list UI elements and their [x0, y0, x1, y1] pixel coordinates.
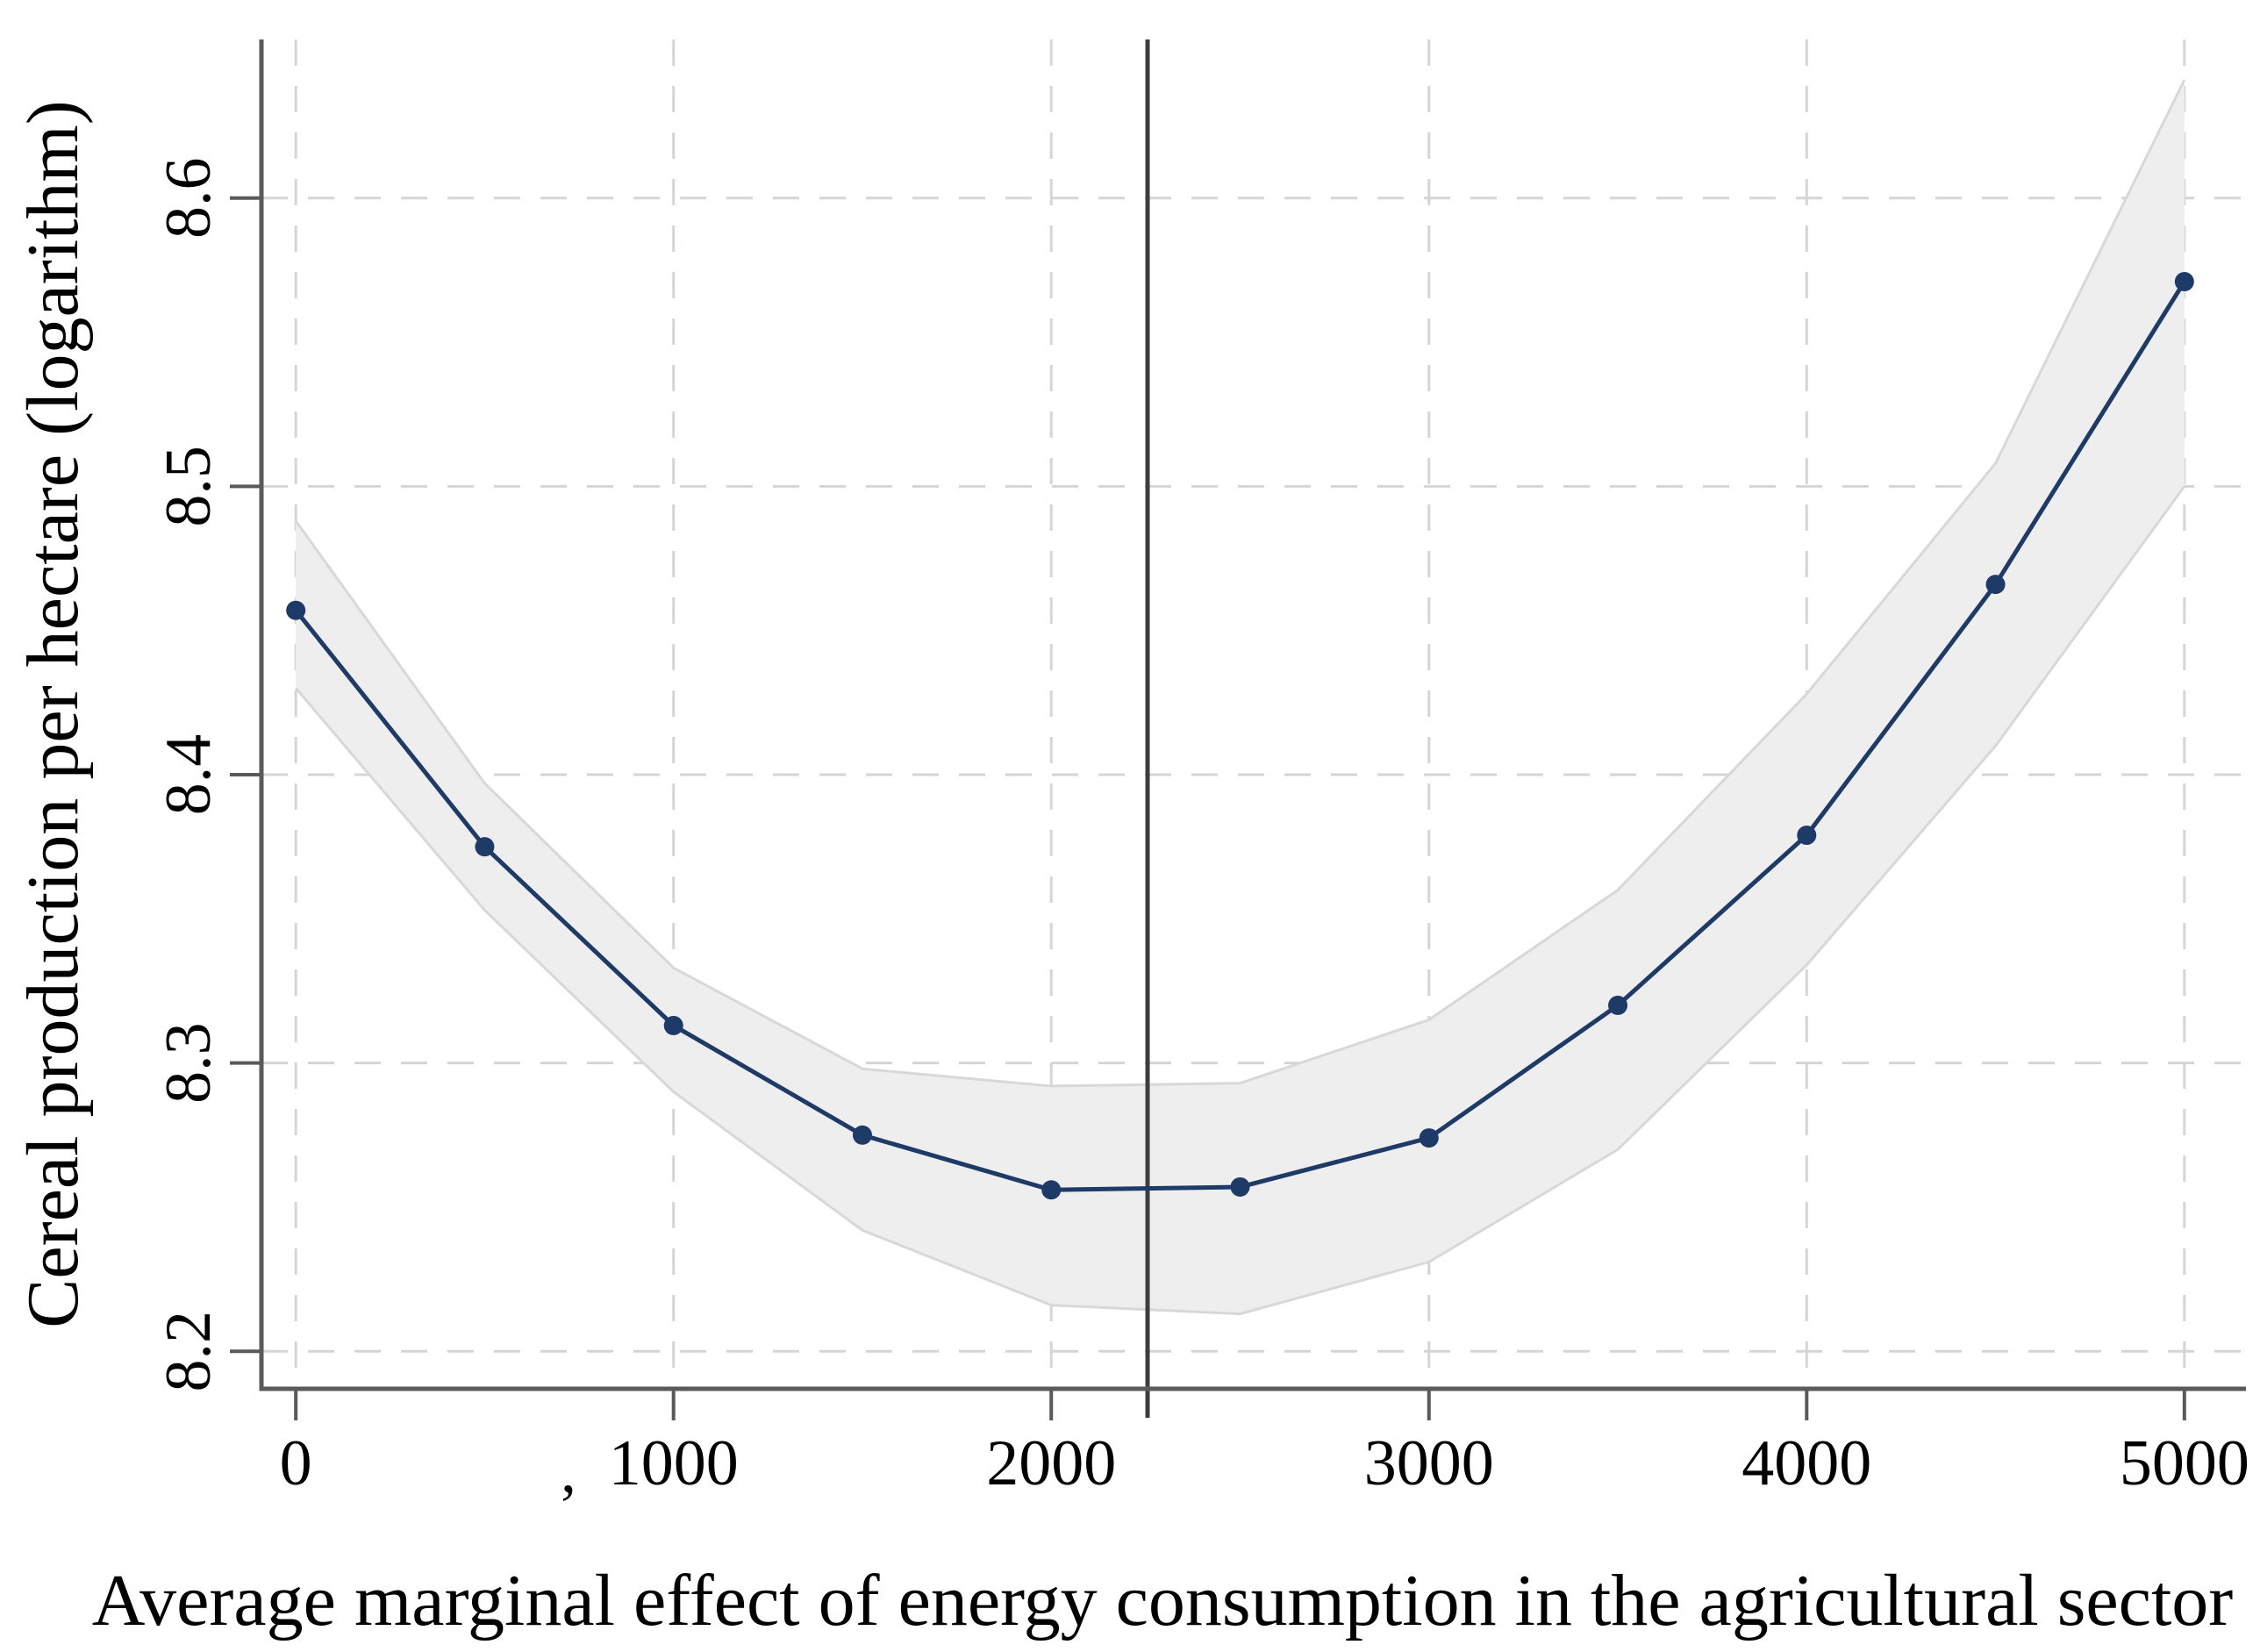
y-tick-labels: 8.2 8.3 8.4 8.5 8.6 [153, 157, 225, 1391]
y-tick-label: 8.3 [153, 1022, 225, 1104]
y-axis-title: Cereal production per hectare (logarithm… [12, 100, 94, 1327]
x-tick-label: 4000 [1741, 1427, 1871, 1499]
data-point [1230, 1176, 1250, 1197]
gridlines-horizontal [261, 197, 2246, 1353]
x-tick-label: 0 [280, 1427, 312, 1499]
y-tick-label: 8.4 [153, 734, 225, 816]
data-point [1419, 1128, 1439, 1148]
confidence-band [296, 80, 2185, 1314]
data-point [663, 1015, 683, 1035]
x-tick-labels: 0 1000 2000 3000 4000 5000 [280, 1427, 2249, 1499]
data-point [1985, 575, 2006, 595]
y-tick-label: 8.5 [153, 446, 225, 527]
data-point [286, 600, 306, 620]
y-axis [230, 39, 264, 1389]
data-point [852, 1125, 872, 1145]
data-point [1041, 1180, 1062, 1200]
data-point [1608, 995, 1628, 1015]
x-tick-label: 1000 [609, 1427, 739, 1499]
x-tick-label: 2000 [986, 1427, 1116, 1499]
x-tick-label: 3000 [1364, 1427, 1494, 1499]
confidence-band-upper-edge [294, 79, 2186, 1088]
y-tick-label: 8.6 [153, 157, 225, 239]
x-tick-label: 5000 [2120, 1427, 2249, 1499]
y-tick-label: 8.2 [153, 1311, 225, 1392]
confidence-band-lower-edge [295, 485, 2186, 1316]
data-point [475, 837, 495, 857]
x-axis-title: Average marginal effect of energy consum… [92, 1560, 2234, 1641]
stray-mark: , [561, 1438, 576, 1505]
series-markers [286, 272, 2194, 1200]
x-axis [259, 1386, 2246, 1420]
data-point [1797, 826, 1817, 846]
data-point [2174, 272, 2194, 292]
